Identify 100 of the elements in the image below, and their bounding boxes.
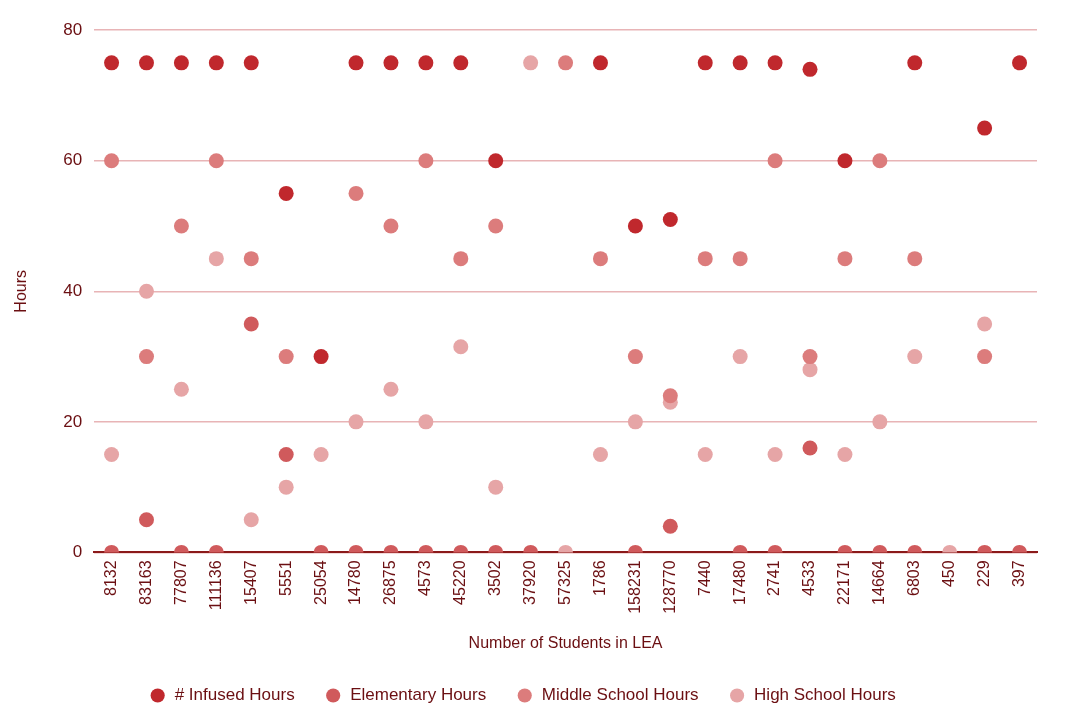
point: [627, 218, 643, 234]
point: [104, 153, 120, 169]
legend-label: # Infused Hours: [174, 685, 295, 705]
point: [872, 153, 888, 169]
point: [977, 120, 993, 136]
x-tick-label: 397: [1009, 560, 1027, 588]
x-tick-label: 77807: [171, 560, 189, 605]
x-tick-label: 7440: [695, 560, 713, 596]
y-tick-label: 0: [72, 542, 83, 562]
point: [104, 55, 120, 71]
point: [243, 55, 259, 71]
point: [837, 251, 853, 267]
x-tick-label: 450: [940, 560, 958, 588]
point: [802, 349, 818, 365]
point: [907, 349, 923, 365]
point: [802, 440, 818, 456]
point: [243, 316, 259, 332]
point: [418, 55, 434, 71]
point: [173, 55, 189, 71]
point: [732, 251, 748, 267]
point: [767, 55, 783, 71]
point: [872, 414, 888, 430]
point: [767, 447, 783, 462]
point: [697, 251, 713, 267]
point: [977, 349, 993, 365]
x-tick-label: 5551: [276, 560, 294, 596]
point: [383, 55, 399, 71]
point: [208, 153, 224, 169]
point: [418, 414, 434, 430]
point: [592, 251, 608, 267]
point: [488, 218, 504, 234]
x-tick-label: 3502: [486, 560, 504, 596]
x-tick-label: 25054: [311, 560, 329, 605]
point: [313, 447, 329, 462]
point: [488, 153, 504, 169]
x-axis-title: Number of Students in LEA: [468, 633, 663, 651]
point: [173, 381, 189, 397]
point: [627, 349, 643, 365]
point: [278, 349, 294, 365]
point: [697, 447, 713, 462]
point: [523, 55, 539, 71]
x-tick-label: 37920: [521, 560, 539, 605]
point: [138, 349, 154, 365]
x-tick-label: 14780: [346, 560, 364, 605]
point: [278, 185, 294, 201]
point: [383, 218, 399, 234]
x-tick-label: 26875: [381, 560, 399, 605]
x-tick-label: 229: [975, 560, 993, 588]
point: [732, 55, 748, 71]
x-tick-label: 83163: [136, 560, 154, 605]
y-tick-label: 60: [63, 150, 83, 170]
y-tick-label: 40: [63, 280, 83, 300]
x-tick-label: 158231: [625, 560, 643, 614]
x-tick-label: 15407: [241, 560, 259, 605]
point: [662, 212, 678, 227]
point: [208, 251, 224, 267]
point: [592, 55, 608, 71]
point: [907, 251, 923, 267]
point: [453, 339, 469, 355]
point: [907, 55, 923, 71]
x-tick-label: 57325: [555, 560, 573, 605]
x-tick-label: 45220: [451, 560, 469, 605]
point: [453, 55, 469, 71]
legend-label: Middle School Hours: [541, 685, 699, 705]
x-tick-label: 6803: [905, 560, 923, 596]
point: [767, 153, 783, 169]
legend-label: High School Hours: [754, 685, 896, 705]
point: [278, 479, 294, 495]
x-tick-label: 1786: [590, 560, 608, 596]
point: [104, 447, 120, 462]
x-tick-label: 4573: [416, 560, 434, 596]
point: [138, 283, 154, 299]
point: [837, 153, 853, 169]
point: [418, 153, 434, 169]
point: [837, 447, 853, 462]
point: [732, 349, 748, 365]
x-tick-label: 8132: [101, 560, 119, 596]
x-tick-label: 111136: [206, 560, 224, 611]
y-axis-title: Hours: [12, 269, 30, 313]
point: [592, 447, 608, 462]
point: [313, 349, 329, 365]
y-tick-label: 20: [63, 411, 83, 431]
legend-label: Elementary Hours: [350, 685, 487, 705]
x-tick-label: 2741: [765, 560, 783, 596]
point: [802, 61, 818, 77]
point: [138, 55, 154, 71]
x-tick-label: 128770: [660, 560, 678, 614]
point: [488, 479, 504, 495]
point: [173, 218, 189, 234]
point: [138, 512, 154, 528]
point: [977, 316, 993, 332]
point: [348, 55, 364, 71]
x-tick-label: 4533: [800, 560, 818, 596]
point: [243, 512, 259, 528]
point: [348, 414, 364, 430]
point: [383, 381, 399, 397]
point: [1012, 55, 1028, 71]
point: [697, 55, 713, 71]
point: [278, 447, 294, 462]
point: [558, 55, 574, 71]
